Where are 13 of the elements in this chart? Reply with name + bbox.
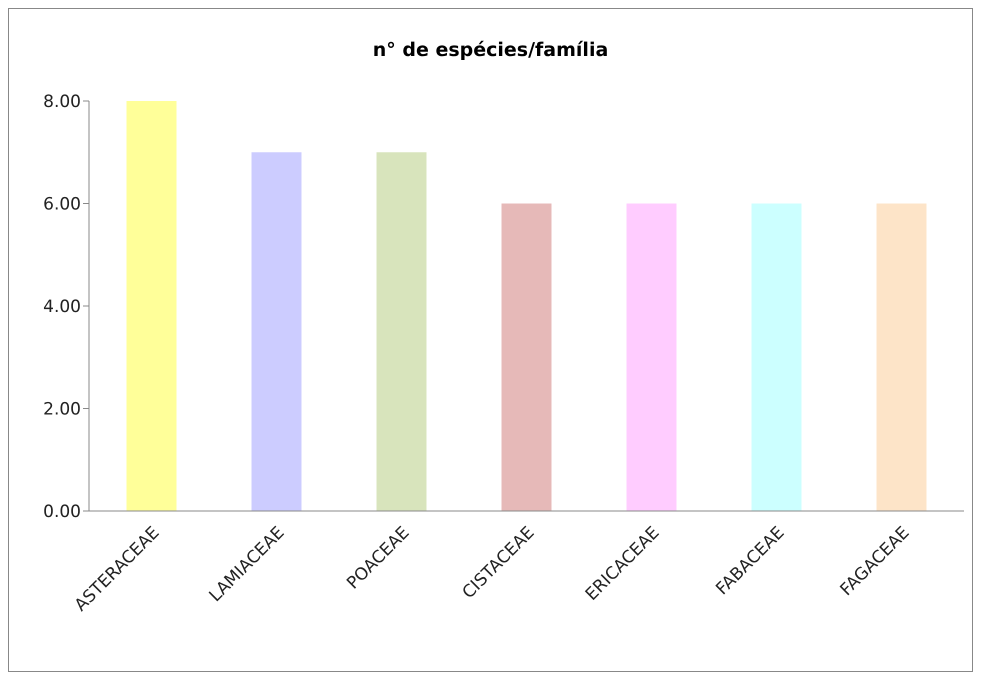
y-tick-label: 2.00 [43,400,81,420]
chart-title: n° de espécies/família [372,39,610,61]
y-tick-label: 0.00 [43,502,81,522]
bar [376,152,426,511]
bar [502,204,552,511]
y-tick-label: 4.00 [43,297,81,318]
bar [752,204,802,511]
bar [126,101,176,511]
bar [876,204,926,511]
y-tick-label: 6.00 [43,194,81,215]
bar [626,204,676,511]
y-tick-label: 8.00 [43,92,81,112]
bar [252,152,302,511]
